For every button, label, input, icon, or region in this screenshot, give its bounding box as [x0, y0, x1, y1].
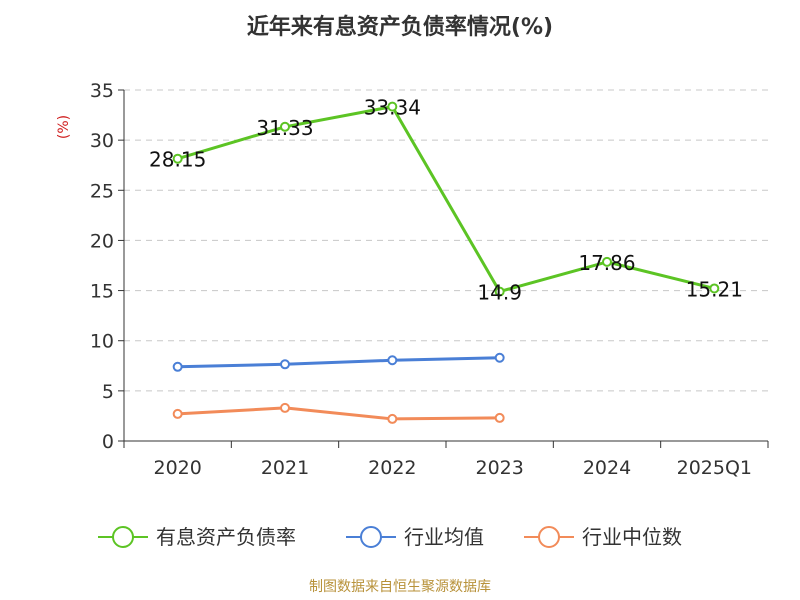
x-tick-label: 2023 [475, 457, 523, 479]
x-tick-label: 2022 [368, 457, 416, 479]
data-point [172, 408, 183, 419]
data-point [709, 283, 720, 294]
legend-item-1: 行业均值 [346, 525, 484, 549]
data-label: 17.86 [578, 251, 635, 275]
y-tick-label: 25 [90, 180, 114, 202]
data-point [280, 359, 290, 370]
series-line-2 [177, 406, 500, 421]
legend-item-0: 有息资产负债率 [98, 525, 296, 549]
y-tick-label: 30 [90, 130, 114, 152]
data-source: 制图数据来自恒生聚源数据库 [309, 579, 491, 595]
x-tick-label: 2025Q1 [677, 457, 752, 479]
data-point [280, 121, 290, 132]
data-point [494, 286, 505, 297]
y-tick-label: 15 [90, 281, 114, 303]
axes: 0 5 10 15 20 25 30 35 2020 2021 2022 2023 2024 2025Q1 [90, 80, 769, 479]
x-tick-label: 2024 [583, 457, 631, 479]
legend-label: 有息资产负债率 [156, 525, 296, 549]
legend-marker [360, 526, 382, 548]
x-tick-label: 2021 [261, 457, 309, 479]
legend-label: 行业中位数 [582, 525, 682, 549]
legend-marker [112, 526, 134, 548]
data-point [494, 352, 505, 363]
data-label: 28.15 [149, 148, 206, 172]
data-point [172, 153, 183, 164]
y-tick-label: 35 [90, 80, 114, 102]
legend-marker [538, 526, 560, 548]
legend-label: 行业均值 [404, 525, 484, 549]
y-tick-label: 0 [102, 431, 114, 453]
chart-title: 近年来有息资产负债率情况(%) [247, 14, 553, 40]
data-label: 14.9 [477, 281, 522, 305]
y-tick-label: 20 [90, 230, 114, 252]
series-line-0 [177, 105, 715, 294]
y-tick-label: 10 [90, 331, 114, 353]
data-point [387, 413, 398, 424]
data-point [280, 402, 290, 413]
data-point [387, 355, 398, 366]
x-tick-label: 2020 [153, 457, 201, 479]
data-label: 33.34 [364, 96, 421, 120]
series-layer: 28.15 31.33 33.34 14.9 17.86 15.21 [149, 96, 743, 424]
y-tick-label: 5 [102, 381, 114, 403]
data-point [387, 101, 398, 112]
series-line-1 [177, 356, 500, 369]
data-label: 15.21 [686, 277, 743, 301]
legend-item-2: 行业中位数 [524, 525, 682, 549]
grid [124, 89, 768, 392]
data-label: 31.33 [256, 116, 313, 140]
data-point [172, 361, 183, 372]
y-axis-unit: (%) [56, 115, 72, 139]
data-point [494, 412, 505, 423]
legend: 有息资产负债率 行业均值 行业中位数 [98, 525, 682, 549]
data-point [602, 256, 612, 267]
